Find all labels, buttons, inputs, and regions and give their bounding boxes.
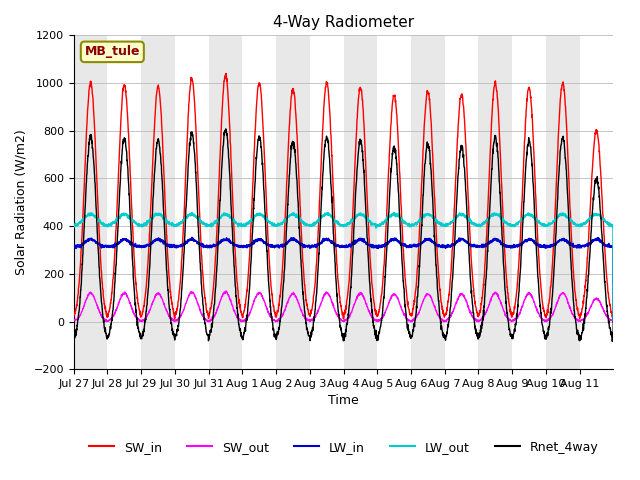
Bar — [141, 36, 175, 369]
Bar — [344, 36, 377, 369]
Bar — [546, 36, 580, 369]
Bar — [276, 36, 310, 369]
Y-axis label: Solar Radiation (W/m2): Solar Radiation (W/m2) — [15, 130, 28, 275]
Bar — [209, 36, 243, 369]
X-axis label: Time: Time — [328, 395, 359, 408]
Bar — [74, 36, 108, 369]
Text: MB_tule: MB_tule — [84, 45, 140, 59]
Bar — [411, 36, 445, 369]
Bar — [478, 36, 512, 369]
Title: 4-Way Radiometer: 4-Way Radiometer — [273, 15, 414, 30]
Legend: SW_in, SW_out, LW_in, LW_out, Rnet_4way: SW_in, SW_out, LW_in, LW_out, Rnet_4way — [84, 435, 604, 458]
